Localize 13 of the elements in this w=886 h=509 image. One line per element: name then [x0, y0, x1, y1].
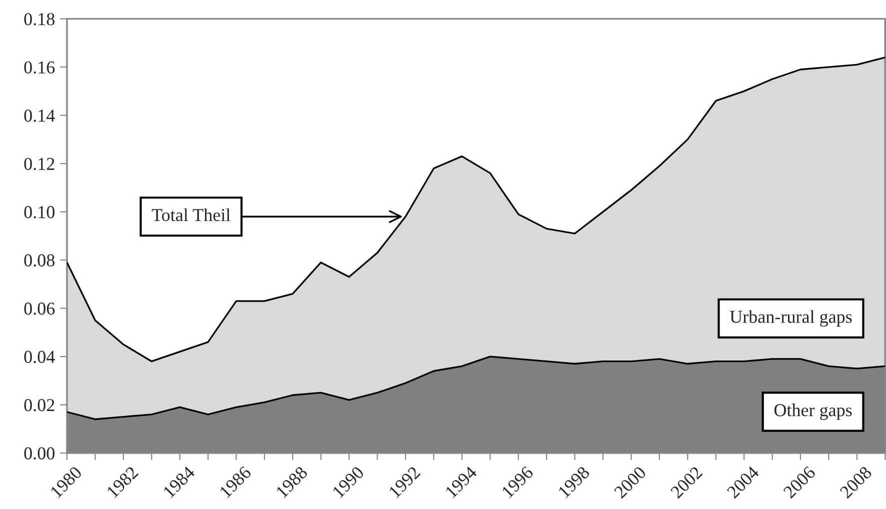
y-tick-label: 0.00	[24, 447, 54, 460]
annotation: Total Theil	[152, 208, 230, 222]
y-tick-label: 0.08	[24, 254, 54, 267]
y-tick-label: 0.06	[24, 302, 55, 315]
y-tick-label: 0.16	[24, 61, 55, 74]
y-tick-label: 0.02	[24, 399, 54, 412]
series-label: Urban-rural gaps	[730, 310, 852, 327]
y-tick-label: 0.14	[24, 110, 55, 122]
series-label: Other gaps	[774, 404, 852, 420]
y-tick-label: 0.04	[24, 350, 55, 364]
y-tick-label: 0.10	[24, 206, 54, 218]
y-tick-label: 0.18	[24, 13, 54, 26]
y-tick-label: 0.12	[24, 158, 54, 170]
